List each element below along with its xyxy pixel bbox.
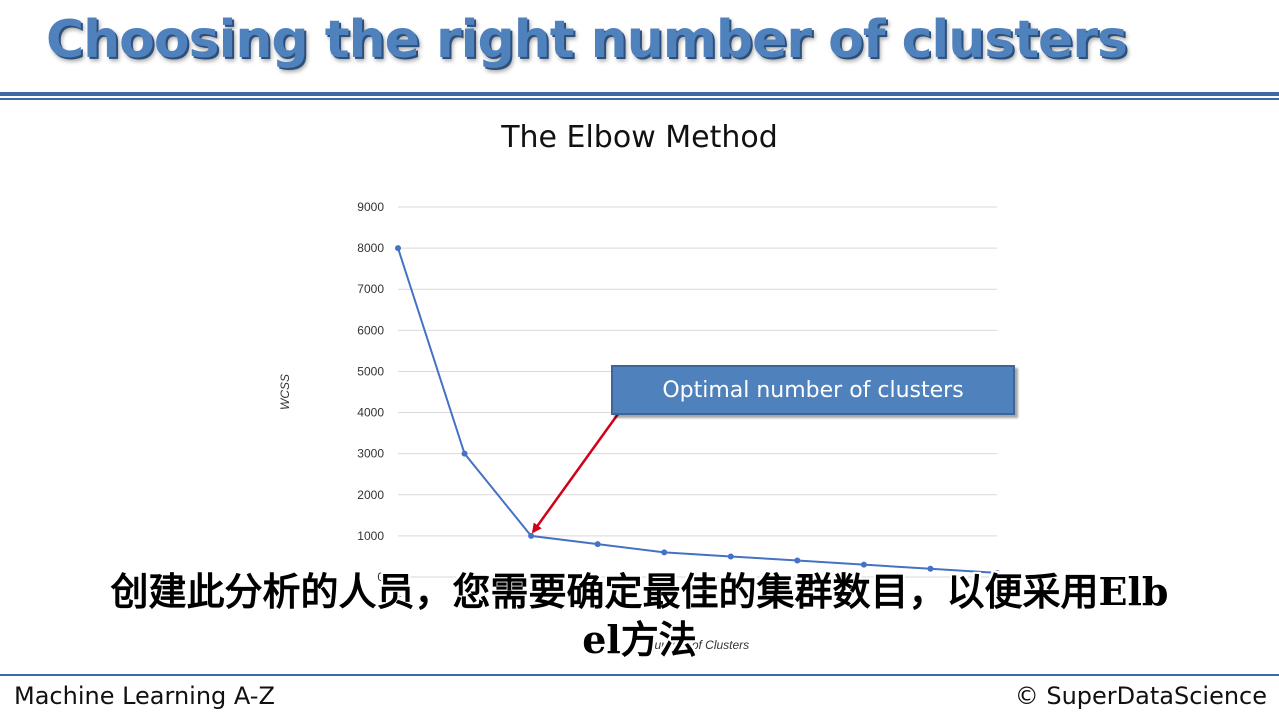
data-point bbox=[594, 541, 601, 548]
data-point bbox=[461, 450, 468, 457]
data-point bbox=[794, 557, 801, 564]
optimal-clusters-callout: Optimal number of clusters bbox=[611, 365, 1015, 415]
series-line bbox=[397, 247, 998, 574]
data-point bbox=[528, 532, 535, 539]
slide-title: Choosing the right number of clusters bbox=[46, 10, 1128, 70]
y-axis-label: WCSS bbox=[278, 374, 292, 410]
data-point bbox=[661, 549, 668, 556]
x-tick-label: 1 bbox=[395, 586, 402, 600]
y-tick-label: 8000 bbox=[357, 241, 384, 255]
video-subtitle: 创建此分析的人员，您需要确定最佳的集群数目，以便采用Elb el方法 bbox=[0, 568, 1279, 664]
x-tick-label: 10 bbox=[990, 586, 1004, 600]
y-tick-label: 1000 bbox=[357, 529, 384, 543]
data-point bbox=[860, 561, 867, 568]
y-tick-label: 2000 bbox=[357, 488, 384, 502]
subtitle-line-2: el方法 bbox=[582, 617, 697, 662]
x-axis-label: Number of Clusters bbox=[646, 638, 749, 652]
data-point bbox=[727, 553, 734, 560]
copyright: © SuperDataScience bbox=[1014, 682, 1267, 710]
chart-title: The Elbow Method bbox=[501, 120, 778, 155]
y-tick-label: 0 bbox=[377, 570, 384, 584]
footer-rule bbox=[0, 674, 1279, 676]
data-point bbox=[994, 569, 1000, 576]
subtitle-line-1: 创建此分析的人员，您需要确定最佳的集群数目，以便采用Elb bbox=[110, 569, 1169, 614]
y-tick-label: 7000 bbox=[357, 282, 384, 296]
header-rule bbox=[0, 92, 1279, 96]
data-point bbox=[395, 245, 401, 252]
header-rule-thin bbox=[0, 98, 1279, 100]
y-tick-label: 9000 bbox=[357, 200, 384, 214]
y-tick-label: 4000 bbox=[357, 406, 384, 420]
y-tick-label: 3000 bbox=[357, 447, 384, 461]
data-point bbox=[927, 565, 934, 572]
course-name: Machine Learning A-Z bbox=[14, 682, 275, 710]
y-tick-label: 5000 bbox=[357, 364, 384, 378]
callout-arrow bbox=[531, 413, 620, 534]
y-tick-label: 6000 bbox=[357, 323, 384, 337]
